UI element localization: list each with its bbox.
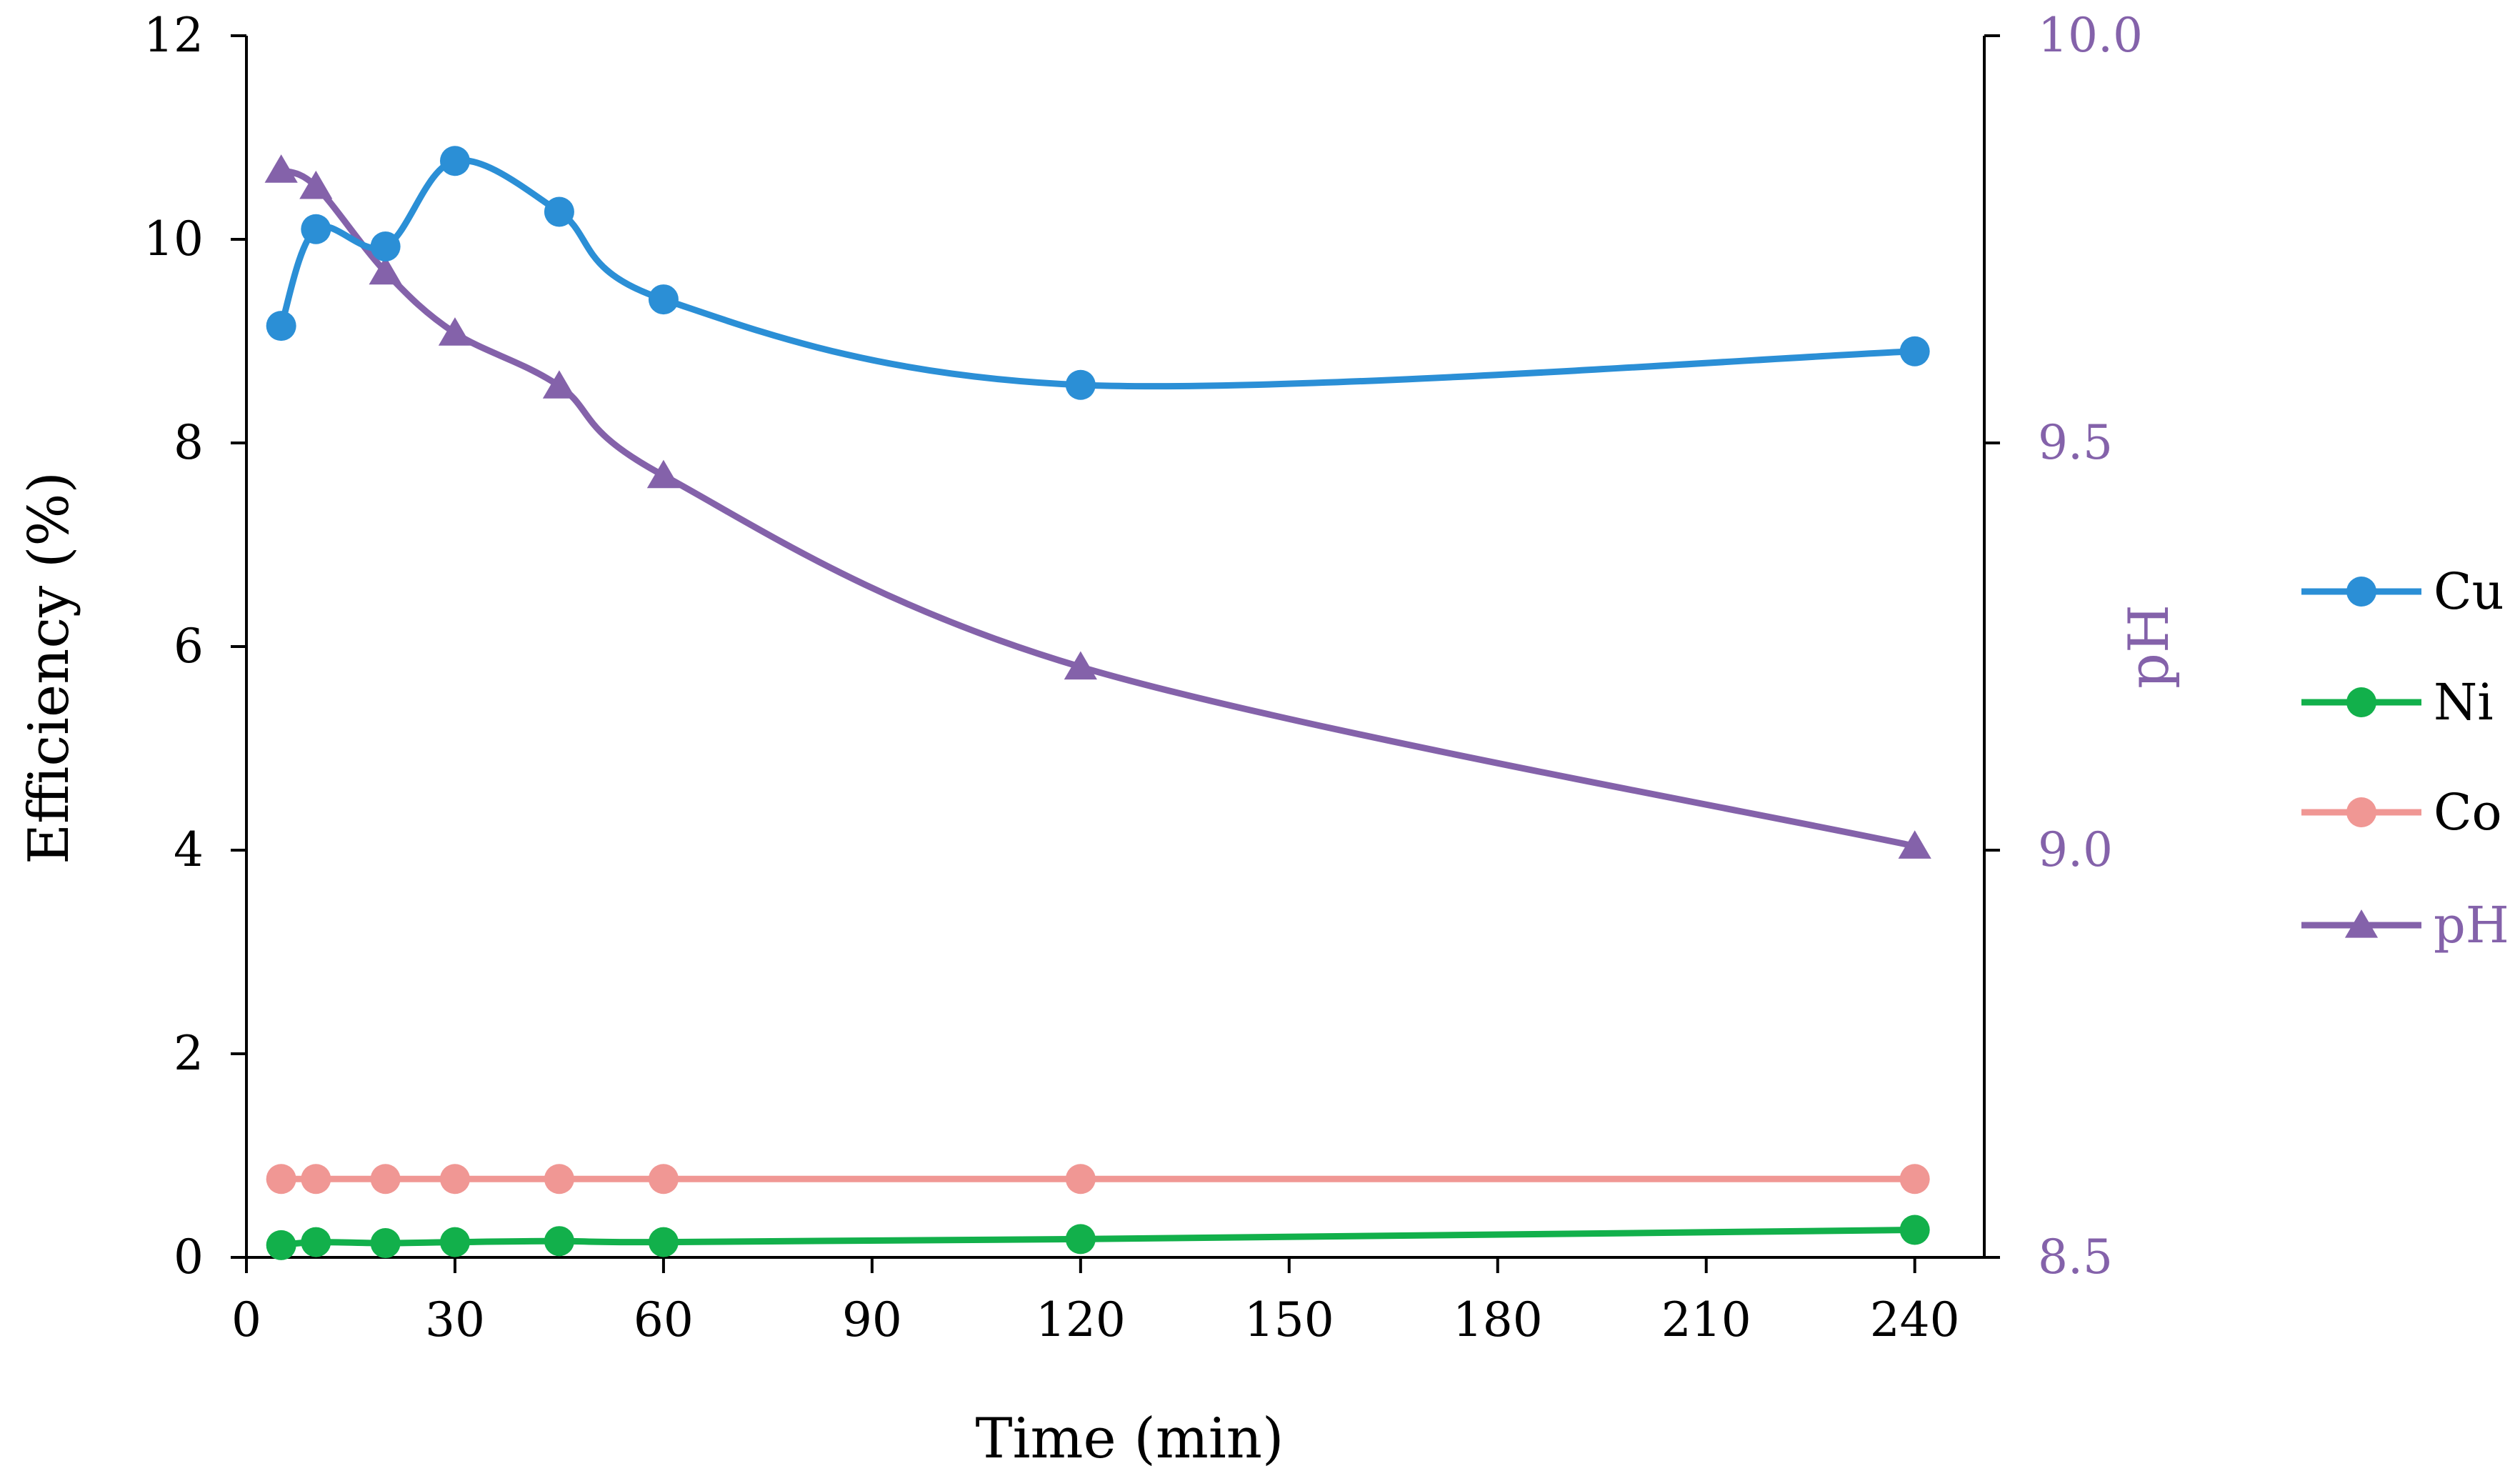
series-co — [266, 1164, 1930, 1195]
x-tick-label: 120 — [1036, 1292, 1126, 1347]
series-cu — [266, 146, 1930, 400]
legend-item-ni: Ni — [2301, 673, 2494, 732]
data-point-ni — [544, 1226, 574, 1257]
y-axis-title: Efficiency (%) — [17, 472, 81, 864]
data-point-ni — [370, 1228, 401, 1259]
series-line-ph — [278, 166, 1919, 849]
data-point-ph — [369, 256, 402, 285]
x-tick-label: 60 — [634, 1292, 694, 1347]
legend-label-ni: Ni — [2434, 673, 2494, 732]
data-point-ni — [648, 1227, 679, 1257]
data-point-cu — [1899, 336, 1930, 366]
x-tick-label: 240 — [1870, 1292, 1960, 1347]
data-point-ph — [438, 317, 472, 346]
y2-tick-label: 9.0 — [2038, 822, 2113, 877]
y2-tick-label: 8.5 — [2038, 1230, 2113, 1285]
legend-marker-co — [2346, 797, 2376, 827]
data-point-ph — [264, 154, 298, 183]
data-point-ph — [1064, 651, 1097, 680]
y2-tick-label: 9.5 — [2038, 415, 2113, 470]
data-point-co — [370, 1164, 401, 1195]
legend: Cu Ni Co pH — [2301, 562, 2509, 954]
data-point-cu — [544, 196, 574, 227]
data-point-ni — [301, 1227, 331, 1257]
data-point-cu — [301, 214, 331, 244]
y-tick-label: 10 — [144, 211, 204, 266]
legend-marker-ph — [2344, 909, 2379, 938]
data-point-ph — [299, 170, 333, 199]
data-point-co — [266, 1164, 296, 1195]
data-point-ph — [646, 459, 681, 489]
data-point-cu — [648, 284, 679, 315]
data-point-ni — [1065, 1224, 1096, 1255]
data-point-co — [648, 1164, 679, 1195]
y-tick-label: 0 — [174, 1230, 204, 1285]
y-tick-label: 8 — [174, 415, 204, 470]
legend-label-co: Co — [2434, 783, 2502, 842]
x-tick-label: 180 — [1453, 1292, 1543, 1347]
series-ni — [266, 1215, 1930, 1260]
data-point-ni — [266, 1230, 296, 1260]
series-line-cu — [278, 156, 1919, 390]
y-tick-label: 12 — [144, 8, 204, 63]
x-tick-label: 150 — [1244, 1292, 1334, 1347]
x-tick-label: 30 — [425, 1292, 485, 1347]
data-point-ph — [542, 370, 576, 399]
data-point-co — [301, 1164, 331, 1195]
data-point-cu — [266, 311, 296, 341]
x-tick-label: 90 — [842, 1292, 902, 1347]
x-tick-label: 0 — [231, 1292, 261, 1347]
series-ph — [264, 154, 1931, 859]
x-axis-title: Time (min) — [976, 1407, 1284, 1471]
data-point-cu — [1065, 369, 1096, 400]
y2-tick-label: 10.0 — [2038, 8, 2143, 63]
data-point-co — [544, 1164, 574, 1195]
y-tick-label: 2 — [174, 1026, 204, 1081]
legend-item-cu: Cu — [2301, 562, 2504, 621]
y-tick-label: 6 — [174, 619, 204, 674]
data-point-cu — [439, 146, 470, 176]
data-point-cu — [370, 231, 401, 261]
x-tick-label: 210 — [1661, 1292, 1751, 1347]
data-point-ni — [1899, 1215, 1930, 1245]
legend-label-cu: Cu — [2434, 562, 2504, 621]
data-point-ni — [439, 1227, 470, 1257]
data-point-co — [439, 1164, 470, 1195]
legend-item-ph: pH — [2301, 896, 2509, 954]
data-point-co — [1899, 1164, 1930, 1195]
y2-axis-title: pH — [2117, 604, 2181, 689]
data-point-ph — [1898, 830, 1931, 859]
legend-marker-cu — [2346, 577, 2376, 607]
y-tick-label: 4 — [174, 822, 204, 877]
data-point-co — [1065, 1164, 1096, 1195]
legend-marker-ni — [2346, 687, 2376, 717]
legend-label-ph: pH — [2434, 896, 2509, 954]
legend-item-co: Co — [2301, 783, 2502, 842]
series-line-ni — [278, 1227, 1919, 1249]
series-layer — [264, 146, 1931, 1260]
